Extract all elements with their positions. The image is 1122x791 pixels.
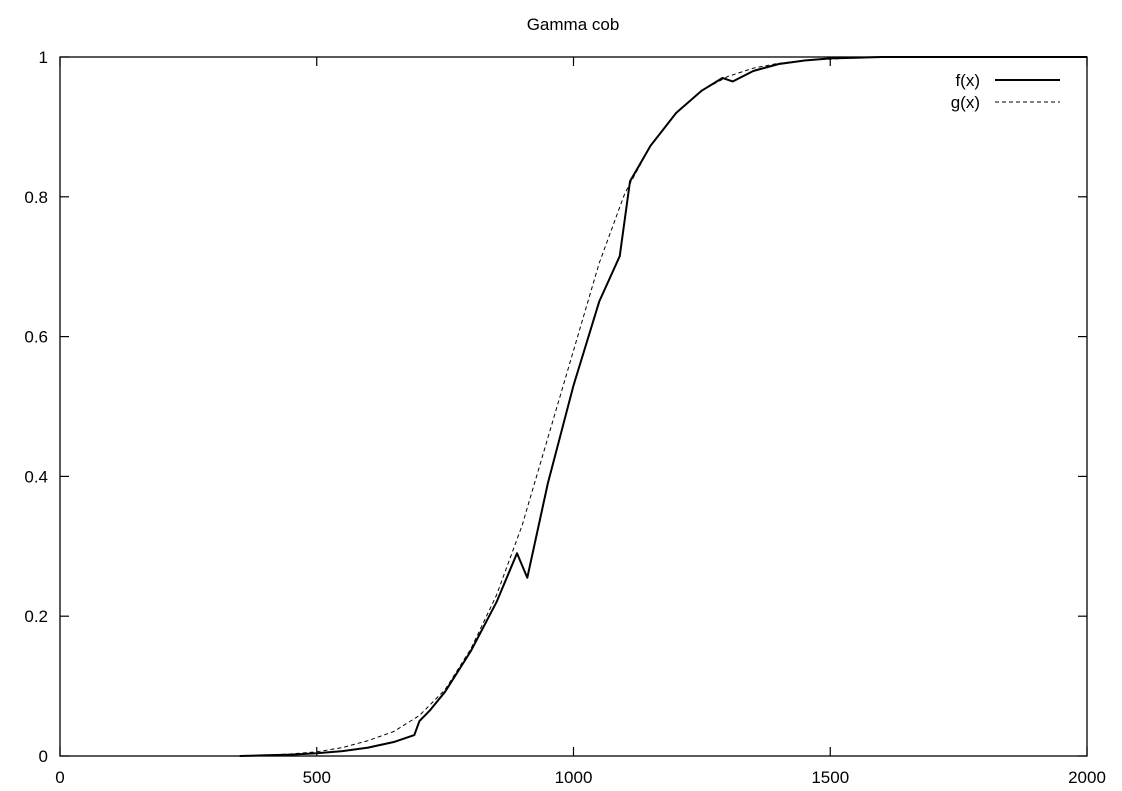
y-tick-label-4: 0.8 <box>24 188 48 207</box>
plot-frame <box>59 56 1088 757</box>
y-tick-label-3: 0.6 <box>24 328 48 347</box>
x-tick-label-4: 2000 <box>1068 768 1106 787</box>
x-tick-label-2: 1000 <box>555 768 593 787</box>
series-line-f(x) <box>239 56 1087 757</box>
legend-label-g(x): g(x) <box>951 93 980 112</box>
x-tick-label-1: 500 <box>303 768 331 787</box>
series-layer <box>239 56 1087 757</box>
axis-tick-labels: 0 500 1000 1500 2000 0 0.2 0.4 0.6 0.8 1 <box>24 48 1106 787</box>
x-tick-label-0: 0 <box>55 768 64 787</box>
chart-title: Gamma cob <box>527 15 620 34</box>
legend-label-f(x): f(x) <box>955 71 980 90</box>
axis-ticks <box>59 56 1088 757</box>
y-tick-label-0: 0 <box>39 747 48 766</box>
y-tick-label-1: 0.2 <box>24 607 48 626</box>
series-line-g(x) <box>239 56 1087 757</box>
legend: f(x) g(x) <box>951 71 1060 112</box>
y-tick-label-2: 0.4 <box>24 467 48 486</box>
y-tick-label-5: 1 <box>39 48 48 67</box>
x-tick-label-3: 1500 <box>811 768 849 787</box>
